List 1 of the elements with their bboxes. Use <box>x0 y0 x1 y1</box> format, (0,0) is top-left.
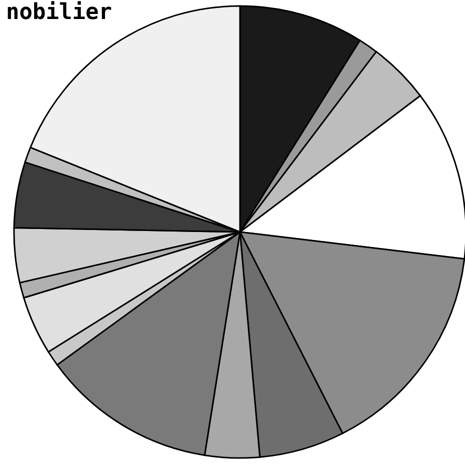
chart-title: nobilier <box>2 0 116 25</box>
